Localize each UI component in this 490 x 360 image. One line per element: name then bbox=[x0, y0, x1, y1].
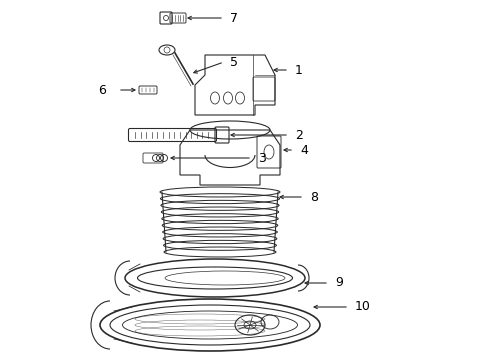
Text: 3: 3 bbox=[258, 152, 266, 165]
Text: 6: 6 bbox=[98, 84, 106, 96]
Text: 4: 4 bbox=[300, 144, 308, 157]
Text: 5: 5 bbox=[230, 55, 238, 68]
Text: 10: 10 bbox=[355, 301, 371, 314]
Text: 9: 9 bbox=[335, 276, 343, 289]
Text: 7: 7 bbox=[230, 12, 238, 24]
Text: 8: 8 bbox=[310, 190, 318, 203]
Text: 2: 2 bbox=[295, 129, 303, 141]
Text: 1: 1 bbox=[295, 63, 303, 77]
